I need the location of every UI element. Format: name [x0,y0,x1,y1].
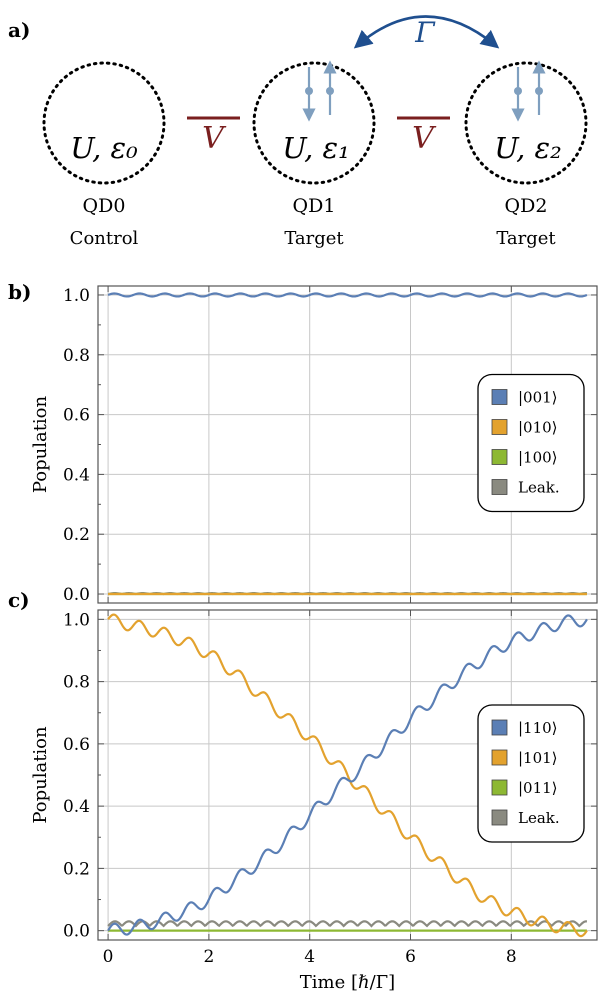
dot-qd2-role: Target [496,228,556,249]
dot-qd2-circle [464,61,588,185]
legend-swatch [491,449,508,465]
legend-entry: |110⟩ [518,719,558,737]
dot-qd0: U, ε₀ QD0 Control [42,61,166,249]
dot-qd1-role: Target [284,228,344,249]
dot-qd0-name: QD0 [83,195,126,217]
x-tick-label: 8 [506,947,517,967]
dot-qd0-role: Control [70,228,139,249]
series-line-0 [107,614,588,936]
legend-swatch [491,389,508,405]
dot-qd2-name: QD2 [505,195,548,217]
dot-qd2: U, ε₂ QD2 Target [464,60,588,249]
dot-qd2-spin-icon [511,60,546,122]
y-tick-label: 0.8 [63,346,90,366]
legend-swatch [491,809,508,826]
y-tick-label: 1.0 [63,610,90,630]
legend-swatch [491,479,508,495]
tunneling-label: Γ [414,16,436,49]
dot-qd1: U, ε₁ QD1 Target [252,60,376,249]
legend-entry: Leak. [518,479,560,497]
series-line-3 [107,920,587,928]
series-line-1 [107,613,588,938]
dot-qd1-spin-icon [302,60,337,122]
y-tick-label: 0.6 [63,735,90,755]
panel-label-a: a) [8,18,30,42]
legend-swatch [491,749,508,766]
coupling-12: V [397,116,450,156]
x-tick-label: 6 [405,947,416,967]
dot-qd2-params: U, ε₂ [494,131,561,165]
x-tick-label: 2 [203,947,214,967]
coupling-01: V [187,116,240,156]
legend-box [477,373,585,513]
x-tick-label: 4 [304,947,315,967]
legend-box [477,704,585,843]
y-axis-label: Population [30,726,51,824]
legend-entry: |001⟩ [518,389,558,407]
y-tick-label: 0.0 [63,585,90,605]
legend-swatch [491,719,508,736]
dot-qd1-params: U, ε₁ [282,131,349,165]
dot-qd1-name: QD1 [293,195,336,217]
chart-panel-c: c) 0.0 0.2 0.4 0.6 0.8 1.0 0 2 4 6 8 Population Time … [8,588,598,993]
legend-entry: |101⟩ [518,749,558,767]
tunneling-arrow [353,15,500,49]
coupling-01-label: V [202,121,227,156]
legend-entry: |100⟩ [518,449,558,467]
series-line-0 [107,292,588,298]
legend-entry: |011⟩ [518,779,558,797]
dot-qd1-circle [252,61,376,185]
legend-swatch [491,779,508,796]
panel-label: b) [8,280,31,304]
y-tick-label: 0.0 [63,922,90,942]
legend-swatch [491,419,508,435]
y-tick-label: 0.4 [63,465,90,485]
chart-panel-b: b) 0.0 0.2 0.4 0.6 0.8 1.0 Population |001⟩ |010⟩… [8,280,598,605]
panel-label: c) [8,588,30,612]
legend-entry: Leak. [518,809,560,827]
dot-qd0-circle [42,61,166,185]
y-tick-label: 0.4 [63,797,90,817]
y-tick-label: 0.8 [63,673,90,693]
legend-entry: |010⟩ [518,419,558,437]
y-tick-label: 1.0 [63,286,90,306]
y-tick-label: 0.2 [63,859,90,879]
x-axis-label: Time [ℏ/Γ] [300,972,395,993]
y-tick-label: 0.2 [63,525,90,545]
coupling-12-label: V [412,121,437,156]
y-axis-label: Population [30,395,51,493]
diagram-panel: a) Γ U, ε₀ QD0 Control [8,15,588,249]
x-tick-label: 0 [103,947,114,967]
y-tick-label: 0.6 [63,406,90,426]
dot-qd0-params: U, ε₀ [70,131,138,165]
